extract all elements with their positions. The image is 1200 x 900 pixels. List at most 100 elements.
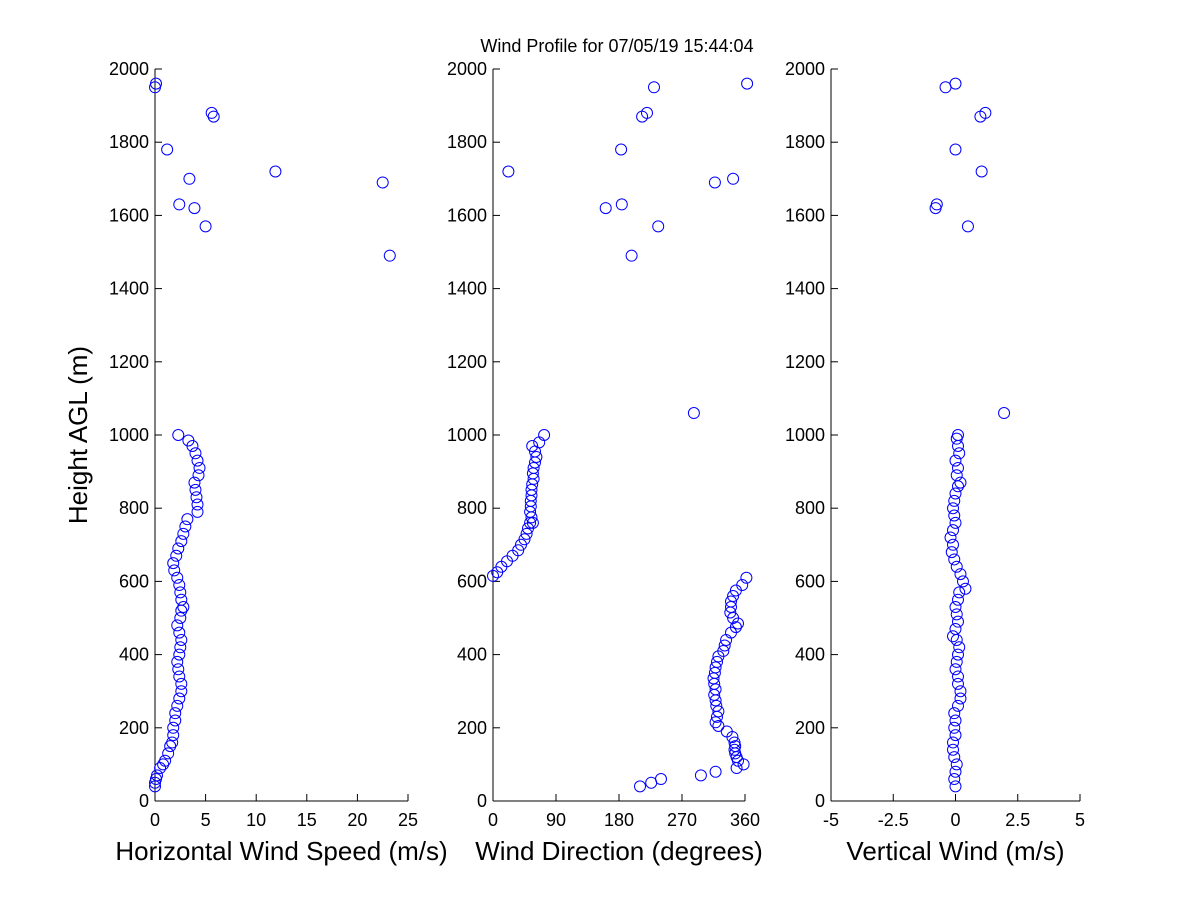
- data-point: [727, 590, 740, 603]
- y-tick-label: 1800: [785, 132, 825, 152]
- y-tick-label: 1800: [109, 132, 149, 152]
- data-point: [205, 106, 218, 119]
- y-tick-label: 800: [119, 498, 149, 518]
- data-point: [170, 549, 183, 562]
- y-tick-label: 2000: [785, 59, 825, 79]
- y-tick-label: 0: [477, 791, 487, 811]
- data-point: [947, 736, 960, 749]
- data-point: [948, 494, 961, 507]
- y-tick-label: 1600: [447, 205, 487, 225]
- x-axis-label: Horizontal Wind Speed (m/s): [115, 836, 447, 866]
- y-tick-label: 1600: [785, 205, 825, 225]
- data-point: [948, 721, 961, 734]
- x-tick-label: 25: [398, 810, 418, 830]
- data-point: [949, 765, 962, 778]
- data-point: [949, 487, 962, 500]
- data-point: [191, 454, 204, 467]
- x-tick-label: 15: [297, 810, 317, 830]
- data-point: [487, 569, 499, 582]
- data-point: [648, 81, 660, 94]
- data-point: [159, 754, 172, 767]
- data-point: [949, 780, 962, 793]
- data-point: [951, 429, 964, 441]
- data-point: [950, 655, 963, 668]
- data-point: [175, 535, 188, 548]
- data-point: [189, 483, 202, 496]
- data-point: [951, 677, 964, 690]
- data-point: [172, 542, 185, 555]
- data-point: [171, 619, 184, 632]
- data-point: [694, 769, 707, 782]
- data-point: [712, 719, 725, 732]
- y-tick-label: 0: [815, 791, 825, 811]
- x-tick-label: 270: [667, 810, 697, 830]
- data-point: [953, 447, 966, 460]
- data-point: [950, 469, 963, 482]
- y-tick-label: 400: [457, 645, 487, 665]
- y-tick-label: 200: [119, 718, 149, 738]
- y-tick-label: 200: [457, 718, 487, 738]
- y-tick-label: 0: [139, 791, 149, 811]
- data-point: [172, 663, 185, 676]
- data-point: [945, 546, 958, 559]
- data-point: [183, 172, 196, 185]
- data-point: [172, 429, 185, 441]
- data-point: [173, 579, 186, 592]
- x-tick-label: 10: [246, 810, 266, 830]
- data-point: [950, 560, 963, 573]
- data-point: [167, 729, 180, 742]
- data-point: [954, 568, 967, 581]
- data-point: [166, 736, 179, 749]
- x-tick-label: 5: [201, 810, 211, 830]
- x-tick-label: 0: [950, 810, 960, 830]
- y-tick-label: 1000: [785, 425, 825, 445]
- data-point: [174, 641, 187, 654]
- data-point: [150, 77, 163, 90]
- data-point: [939, 81, 952, 94]
- data-point: [736, 579, 749, 592]
- data-point: [615, 198, 628, 211]
- panel-2: 0 200 400 600 800 1000 1200 1400 1600 1800 2000 0 90…: [447, 59, 763, 866]
- x-tick-label: 0: [488, 810, 498, 830]
- data-point: [725, 595, 737, 608]
- data-point: [949, 663, 962, 676]
- data-point: [174, 612, 187, 624]
- y-tick-label: 1200: [109, 352, 149, 372]
- y-tick-label: 1800: [447, 132, 487, 152]
- data-point: [998, 407, 1011, 420]
- data-point: [188, 476, 201, 489]
- x-tick-label: 5: [1075, 810, 1085, 830]
- data-point: [190, 491, 203, 504]
- data-point: [953, 586, 966, 599]
- data-point: [173, 198, 186, 211]
- data-point: [512, 544, 525, 557]
- data-point: [189, 447, 202, 460]
- data-point: [641, 106, 653, 119]
- data-point: [951, 648, 964, 661]
- data-point: [179, 520, 192, 533]
- data-point: [530, 450, 543, 463]
- data-point: [151, 769, 164, 782]
- data-point: [949, 729, 962, 742]
- y-tick-label: 800: [795, 498, 825, 518]
- x-tick-label: 20: [347, 810, 367, 830]
- data-point: [191, 505, 204, 518]
- data-point: [948, 553, 961, 566]
- data-point: [953, 641, 966, 654]
- data-point: [954, 476, 967, 489]
- data-point: [951, 593, 964, 606]
- data-point: [728, 743, 741, 756]
- data-point: [975, 165, 988, 178]
- data-point: [199, 220, 212, 233]
- data-point: [708, 176, 721, 189]
- data-point: [636, 110, 649, 123]
- data-point: [711, 655, 723, 668]
- data-point: [956, 575, 969, 588]
- y-tick-label: 1200: [785, 352, 825, 372]
- data-point: [961, 220, 974, 233]
- x-tick-label: 90: [546, 810, 566, 830]
- data-point: [175, 593, 188, 606]
- x-tick-label: -5: [823, 810, 839, 830]
- x-tick-label: 180: [604, 810, 634, 830]
